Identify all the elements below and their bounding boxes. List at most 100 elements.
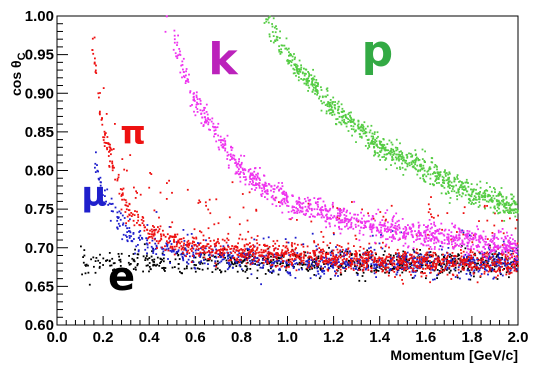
data-point xyxy=(193,100,196,102)
data-point xyxy=(295,256,298,258)
data-point xyxy=(277,185,279,188)
data-point xyxy=(185,70,187,73)
data-point xyxy=(281,202,284,205)
data-point xyxy=(114,123,116,125)
data-point xyxy=(147,237,149,240)
data-point xyxy=(239,261,242,263)
data-point xyxy=(506,255,509,258)
data-point xyxy=(456,239,459,242)
data-point xyxy=(143,224,145,227)
data-point xyxy=(466,256,468,259)
data-point xyxy=(427,260,430,263)
data-point xyxy=(366,251,369,254)
data-point xyxy=(363,264,365,266)
data-point xyxy=(452,247,455,250)
data-point xyxy=(241,167,244,170)
data-point xyxy=(265,20,268,23)
data-point xyxy=(130,235,132,238)
data-point xyxy=(399,255,401,258)
data-point xyxy=(414,149,417,152)
data-point xyxy=(213,265,216,267)
data-point xyxy=(333,260,335,263)
data-point xyxy=(205,239,207,242)
data-point xyxy=(403,234,405,237)
data-point xyxy=(266,261,269,264)
data-point xyxy=(479,259,481,261)
data-point xyxy=(384,146,387,149)
data-point xyxy=(340,255,343,258)
data-point xyxy=(216,260,219,263)
data-point xyxy=(388,139,391,142)
data-point xyxy=(273,249,275,252)
data-point xyxy=(466,234,469,237)
data-point xyxy=(243,168,246,170)
data-point xyxy=(322,209,325,212)
data-point xyxy=(119,260,122,263)
data-point xyxy=(405,258,408,261)
data-point xyxy=(150,255,153,258)
data-point xyxy=(347,113,350,116)
data-point xyxy=(401,256,404,259)
data-point xyxy=(510,209,513,212)
data-point xyxy=(227,252,229,254)
data-point xyxy=(195,96,198,99)
data-point xyxy=(487,258,490,261)
series-p xyxy=(263,15,519,222)
data-point xyxy=(294,258,296,260)
data-point xyxy=(493,257,496,260)
data-point xyxy=(185,80,187,82)
data-point xyxy=(217,222,220,225)
data-point xyxy=(268,33,271,36)
data-point xyxy=(132,259,135,262)
data-point xyxy=(95,72,98,74)
data-point xyxy=(398,266,401,269)
data-point xyxy=(180,253,182,256)
data-point xyxy=(381,263,384,266)
data-point xyxy=(485,255,488,258)
data-point xyxy=(355,265,358,268)
data-point xyxy=(339,250,341,253)
data-point xyxy=(223,144,226,147)
data-point xyxy=(373,151,376,154)
data-point xyxy=(165,242,168,245)
data-point xyxy=(368,220,370,223)
series-π xyxy=(91,36,519,285)
data-point xyxy=(489,251,492,254)
data-point xyxy=(507,211,509,213)
data-point xyxy=(447,185,450,188)
data-point xyxy=(431,226,433,229)
data-point xyxy=(149,229,151,232)
data-point xyxy=(362,253,364,256)
data-point xyxy=(425,175,428,178)
data-point xyxy=(492,243,495,245)
data-point xyxy=(232,157,235,160)
data-point xyxy=(370,135,373,138)
data-point xyxy=(259,262,262,265)
data-point xyxy=(497,199,500,202)
data-point xyxy=(212,249,214,252)
data-point xyxy=(432,278,434,281)
data-point xyxy=(370,266,372,269)
data-point xyxy=(99,113,101,116)
data-point xyxy=(370,253,373,256)
data-point xyxy=(359,126,362,129)
data-point xyxy=(203,262,206,265)
data-point xyxy=(149,172,151,174)
data-point xyxy=(238,168,240,170)
data-point xyxy=(462,261,465,264)
data-point xyxy=(495,246,498,249)
data-point xyxy=(303,67,305,70)
data-point xyxy=(346,264,348,267)
data-point xyxy=(438,175,441,178)
data-point xyxy=(399,154,401,156)
data-point xyxy=(204,245,207,248)
data-point xyxy=(304,251,306,254)
data-point xyxy=(377,257,379,260)
data-point xyxy=(440,263,443,266)
data-point xyxy=(246,261,249,264)
data-point xyxy=(507,240,510,243)
data-point xyxy=(477,238,480,241)
data-point xyxy=(166,233,169,236)
data-point xyxy=(255,187,258,189)
data-point xyxy=(392,236,395,238)
